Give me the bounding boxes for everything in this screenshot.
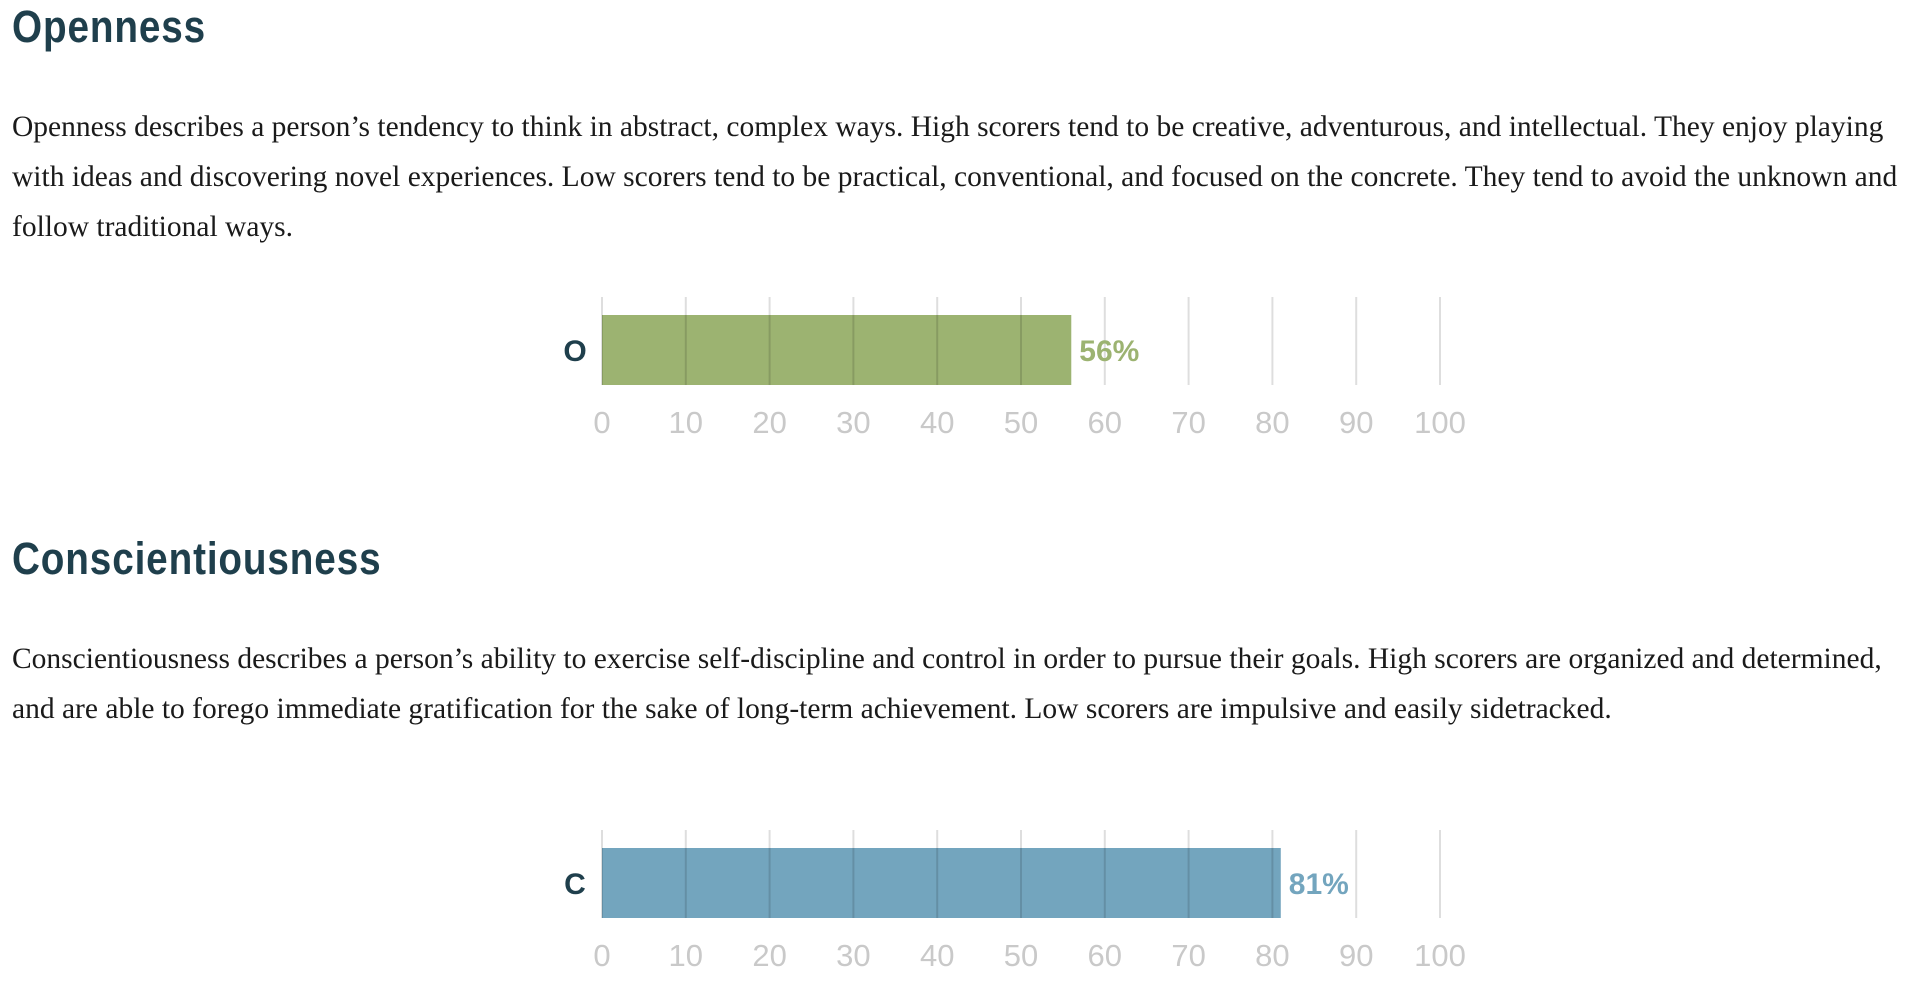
- tick-label: 100: [1414, 405, 1466, 440]
- section-description: Conscientiousness describes a person’s a…: [12, 643, 1882, 725]
- labels-layer: O 56% 0 10 20 30 40 50 60 70 80 90 100: [563, 335, 1466, 440]
- tick-label: 90: [1339, 405, 1373, 440]
- tick-label: 90: [1339, 938, 1373, 973]
- category-label: O: [563, 335, 586, 368]
- tick-label: 70: [1171, 405, 1205, 440]
- openness-bar-chart: O 56% 0 10 20 30 40 50 60 70 80 90 100: [563, 297, 1466, 440]
- tick-label: 50: [1004, 405, 1038, 440]
- tick-label: 0: [593, 938, 610, 973]
- tick-label: 50: [1004, 938, 1038, 973]
- value-label: 56%: [1079, 335, 1139, 368]
- tick-label: 40: [920, 405, 954, 440]
- tick-label: 60: [1088, 938, 1122, 973]
- conscientiousness-bar-chart: C 81% 0 10 20 30 40 50 60 70 80 90 100: [564, 830, 1466, 973]
- category-label: C: [564, 868, 586, 901]
- conscientiousness-chart: C 81% 0 10 20 30 40 50 60 70 80 90 100: [0, 808, 1914, 990]
- tick-label: 10: [669, 405, 703, 440]
- section-description: Openness describes a person’s tendency t…: [12, 111, 1898, 243]
- openness-section: Openness Openness describes a person’s t…: [12, 0, 1902, 252]
- tick-label: 20: [752, 405, 786, 440]
- section-title: Conscientiousness: [12, 533, 382, 584]
- bar: [602, 848, 1281, 918]
- tick-label: 0: [593, 405, 610, 440]
- conscientiousness-section: Conscientiousness Conscientiousness desc…: [12, 532, 1902, 734]
- gridlines-layer: [601, 830, 1441, 918]
- tick-label: 30: [836, 405, 870, 440]
- labels-layer: C 81% 0 10 20 30 40 50 60 70 80 90 100: [564, 868, 1466, 973]
- openness-chart: O 56% 0 10 20 30 40 50 60 70 80 90 100: [0, 275, 1914, 475]
- tick-label: 30: [836, 938, 870, 973]
- tick-label: 80: [1255, 405, 1289, 440]
- tick-label: 10: [669, 938, 703, 973]
- bar: [602, 315, 1072, 385]
- tick-label: 80: [1255, 938, 1289, 973]
- value-label: 81%: [1289, 868, 1349, 901]
- section-title: Openness: [12, 1, 206, 52]
- tick-label: 70: [1171, 938, 1205, 973]
- tick-label: 60: [1088, 405, 1122, 440]
- bars-layer: [602, 315, 1072, 385]
- tick-label: 40: [920, 938, 954, 973]
- bars-layer: [602, 848, 1281, 918]
- tick-label: 20: [752, 938, 786, 973]
- gridlines-layer: [601, 297, 1441, 385]
- tick-label: 100: [1414, 938, 1466, 973]
